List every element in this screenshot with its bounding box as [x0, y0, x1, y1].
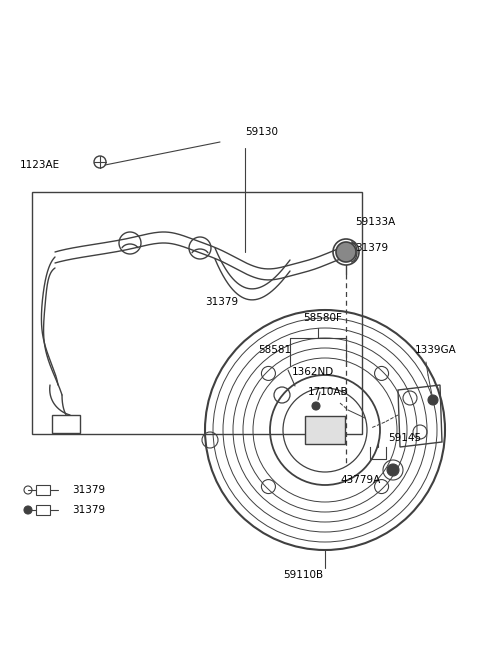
Text: 1362ND: 1362ND — [292, 367, 334, 377]
Text: 31379: 31379 — [72, 505, 105, 515]
Bar — [36, 505, 50, 515]
Text: 59110B: 59110B — [283, 570, 323, 580]
Text: 31379: 31379 — [355, 243, 388, 253]
Circle shape — [312, 402, 320, 410]
Bar — [32, 192, 362, 434]
Text: 1339GA: 1339GA — [415, 345, 457, 355]
Bar — [36, 485, 50, 495]
Text: 59130: 59130 — [245, 127, 278, 137]
Text: 31379: 31379 — [72, 485, 105, 495]
Text: 58580F: 58580F — [303, 313, 342, 323]
Text: 43779A: 43779A — [340, 475, 380, 485]
Circle shape — [307, 420, 327, 440]
Text: 31379: 31379 — [205, 297, 238, 307]
Circle shape — [336, 242, 356, 262]
Bar — [52, 415, 80, 433]
Text: 59145: 59145 — [388, 433, 421, 443]
Circle shape — [387, 464, 399, 476]
Text: 1123AE: 1123AE — [20, 160, 60, 170]
Text: 59133A: 59133A — [355, 217, 395, 227]
Text: 58581: 58581 — [258, 345, 291, 355]
Text: 1710AB: 1710AB — [308, 387, 348, 397]
Circle shape — [24, 506, 32, 514]
Bar — [305, 416, 345, 444]
Circle shape — [428, 395, 438, 405]
